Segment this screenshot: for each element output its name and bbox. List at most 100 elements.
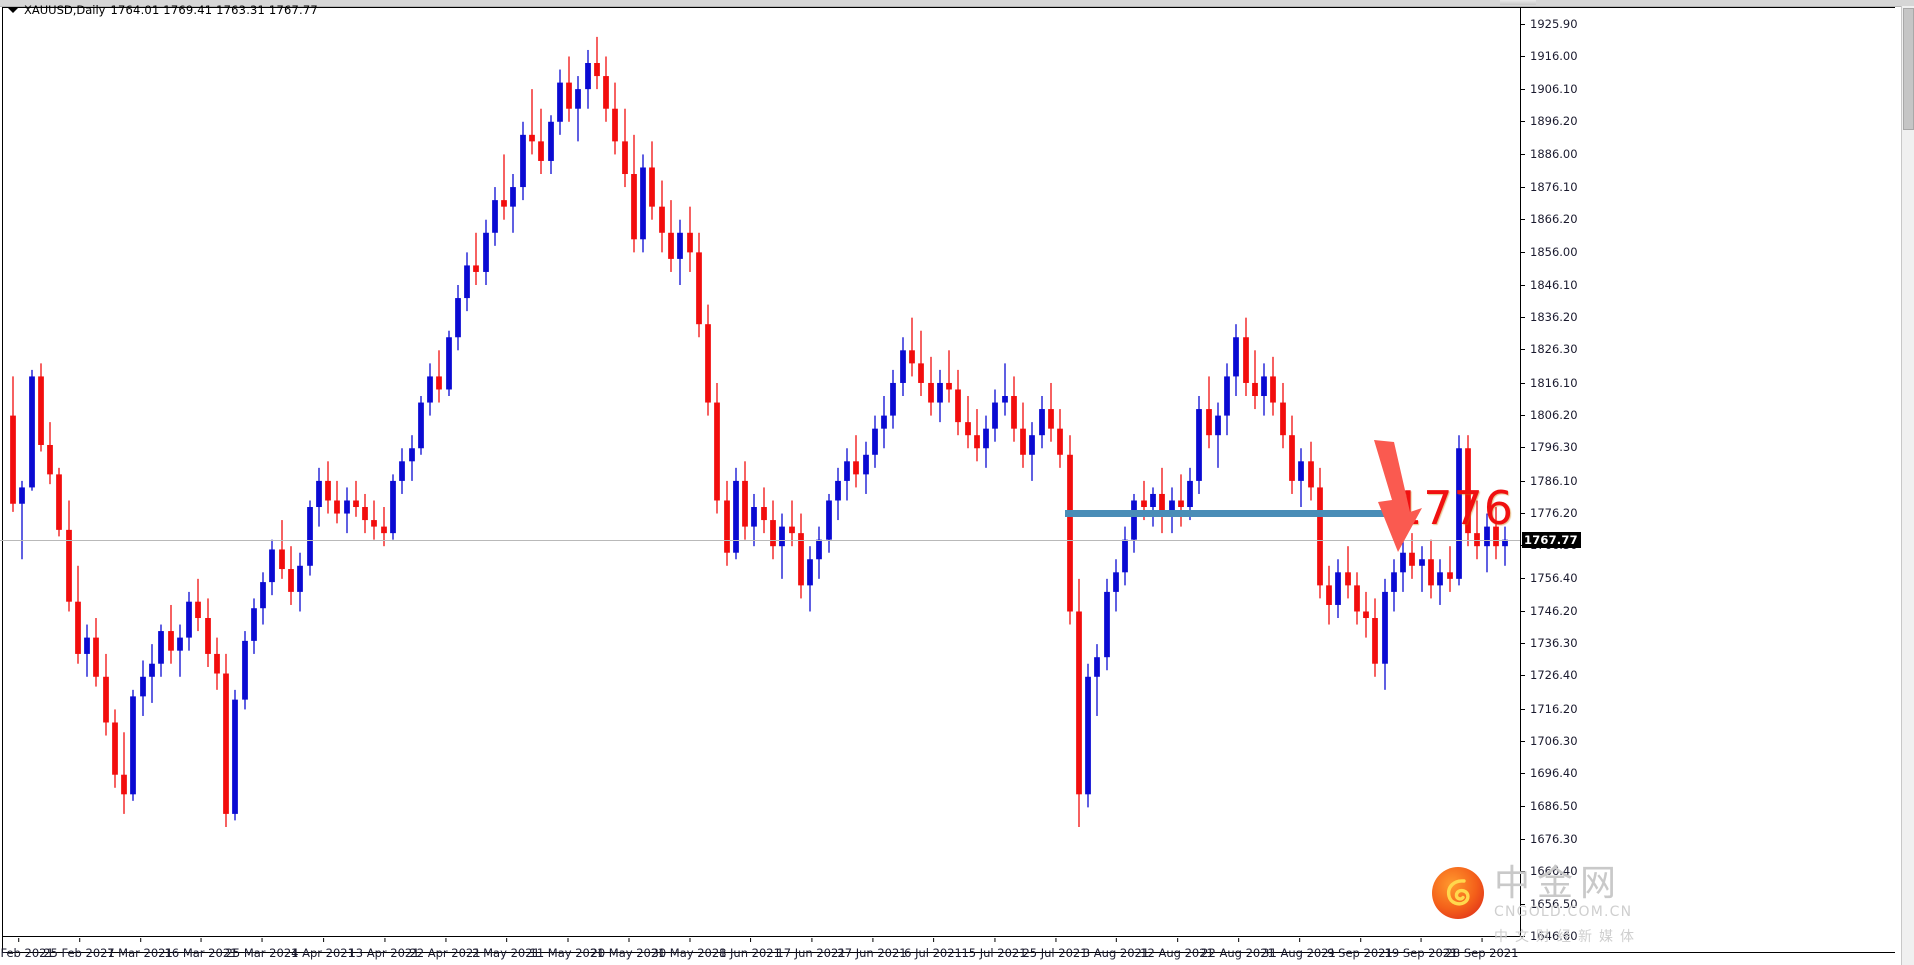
price-axis-tick-label: 1786.10 (1530, 473, 1578, 488)
price-axis-tick-label: 1846.10 (1530, 277, 1578, 292)
price-axis-tick: 1836.20 (1521, 310, 1578, 324)
candle-body (1345, 572, 1351, 586)
candle-body (1020, 428, 1026, 455)
candle-body (677, 232, 683, 259)
arrow-shape (1374, 440, 1422, 552)
price-axis-tick-label: 1696.40 (1530, 766, 1578, 781)
candle-body (1178, 500, 1184, 508)
price-axis-tick-label: 1906.10 (1530, 81, 1578, 96)
candle-body (1298, 461, 1304, 481)
candle-body (1039, 409, 1045, 436)
candle-body (992, 402, 998, 429)
candle-body (399, 461, 405, 481)
tick-mark-icon (1521, 512, 1525, 514)
tick-mark-icon (1521, 252, 1525, 254)
price-axis-line (1520, 7, 1521, 937)
candle-body (1076, 611, 1082, 795)
candle-body (1428, 559, 1434, 586)
candle-body (548, 121, 554, 161)
candle-body (1224, 376, 1230, 416)
price-axis-tick: 1796.30 (1521, 440, 1578, 454)
caret-down-icon[interactable] (8, 7, 18, 13)
price-axis-tick-label: 1876.10 (1530, 179, 1578, 194)
price-axis-tick-label: 1826.30 (1530, 342, 1578, 357)
candle-body (1122, 539, 1128, 573)
price-axis-tick-label: 1916.00 (1530, 49, 1578, 64)
candle-body (974, 435, 980, 449)
date-axis-tick: 19 Sep 2021 (1384, 938, 1458, 960)
date-axis-tick: 11 May 2021 (529, 938, 605, 960)
price-axis-tick-label: 1716.20 (1530, 701, 1578, 716)
price-axis-tick: 1876.10 (1521, 180, 1578, 194)
date-axis-line (2, 936, 1522, 937)
date-axis-tick: 16 Feb 2021 (0, 938, 54, 960)
tick-mark-icon (1521, 24, 1525, 26)
date-axis-tick: 2 May 2021 (472, 938, 540, 960)
price-axis-tick: 1886.00 (1521, 147, 1578, 161)
date-axis-tick: 4 Apr 2021 (291, 938, 355, 960)
candle-body (344, 500, 350, 514)
candle-body (47, 444, 53, 475)
candle-body (1502, 539, 1508, 547)
candle-body (1363, 611, 1369, 619)
candle-body (1169, 500, 1175, 514)
price-axis[interactable]: 1925.90 1916.00 1906.10 1896.20 1886.00 1876.… (1521, 0, 1914, 965)
price-axis-tick-label: 1816.10 (1530, 375, 1578, 390)
candle-body (307, 507, 313, 566)
candle-body (853, 461, 859, 475)
price-axis-tick: 1776.20 (1521, 506, 1578, 520)
candle-body (1048, 409, 1054, 429)
tick-mark-icon (1521, 839, 1525, 841)
down-arrow-icon (1374, 440, 1422, 552)
price-axis-tick-label: 1726.40 (1530, 668, 1578, 683)
window-grip-icon[interactable] (1500, 0, 1536, 5)
candle-body (742, 480, 748, 527)
tick-mark-icon (1521, 871, 1525, 873)
chart-symbol-label: XAUUSD,Daily (24, 3, 106, 17)
price-axis-tick-label: 1776.20 (1530, 505, 1578, 520)
candle-body (557, 82, 563, 122)
tick-mark-icon (1521, 186, 1525, 188)
candle-body (1252, 382, 1258, 397)
candle-body (779, 526, 785, 547)
candle-body (38, 376, 44, 445)
date-axis-tick: 28 Sep 2021 (1445, 938, 1519, 960)
candle-body (863, 454, 869, 475)
candle-body (714, 402, 720, 501)
price-axis-tick: 1736.30 (1521, 636, 1578, 650)
date-axis-tick: 25 Mar 2021 (225, 938, 299, 960)
candle-body (168, 631, 174, 651)
candle-body (1447, 572, 1453, 579)
price-axis-tick-label: 1896.20 (1530, 114, 1578, 129)
date-axis-tick: 27 Jun 2021 (837, 938, 907, 960)
support-resistance-line[interactable] (1065, 509, 1387, 517)
price-axis-tick-label: 1676.30 (1530, 832, 1578, 847)
vertical-scrollbar-thumb[interactable] (1903, 8, 1914, 130)
price-axis-tick: 1856.00 (1521, 245, 1578, 259)
price-axis-tick: 1925.90 (1521, 17, 1578, 31)
candle-body (1011, 396, 1017, 429)
candle-body (130, 696, 136, 795)
candle-body (640, 167, 646, 240)
tick-mark-icon (1521, 773, 1525, 775)
tick-mark-icon (1521, 741, 1525, 743)
tick-mark-icon (1521, 349, 1525, 351)
date-axis-tick: 25 Jul 2021 (1022, 938, 1088, 960)
date-axis-tick: 17 Jun 2021 (776, 938, 846, 960)
candle-body (918, 363, 924, 383)
tick-mark-icon (1521, 903, 1525, 905)
candle-body (826, 500, 832, 540)
chart-plot-area[interactable] (0, 8, 1520, 936)
candle-body (965, 422, 971, 436)
candle-body (492, 200, 498, 233)
candle-body (214, 653, 220, 674)
candle-body (473, 265, 479, 272)
vertical-scrollbar[interactable] (1901, 6, 1914, 965)
candle-body (1104, 591, 1110, 658)
date-axis-tick: 31 Aug 2021 (1262, 938, 1336, 960)
tick-mark-icon (1521, 88, 1525, 90)
candle-body (538, 141, 544, 161)
candle-body (1094, 657, 1100, 677)
candle-body (1400, 552, 1406, 573)
